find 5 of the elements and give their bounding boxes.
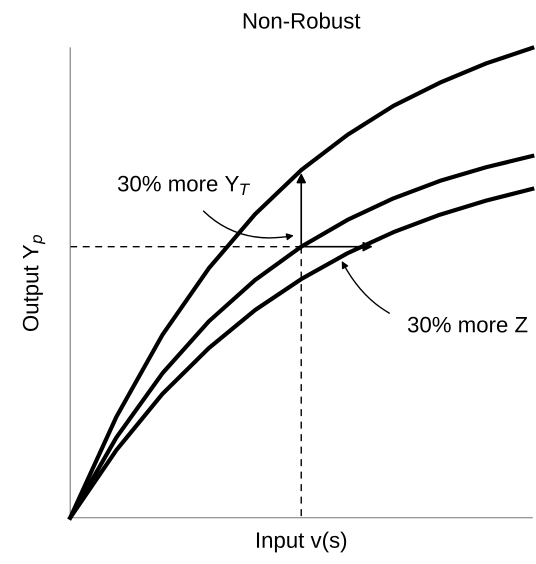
x-axis-title: Input v(s) — [256, 532, 346, 552]
y-axis-title: Output Y$_{p}$ — [22, 234, 46, 332]
chart-title: Non-Robust — [244, 12, 360, 29]
annotation: 30% more Z — [408, 316, 528, 333]
annotation: 30% more Y$_{T}$ — [118, 176, 250, 195]
